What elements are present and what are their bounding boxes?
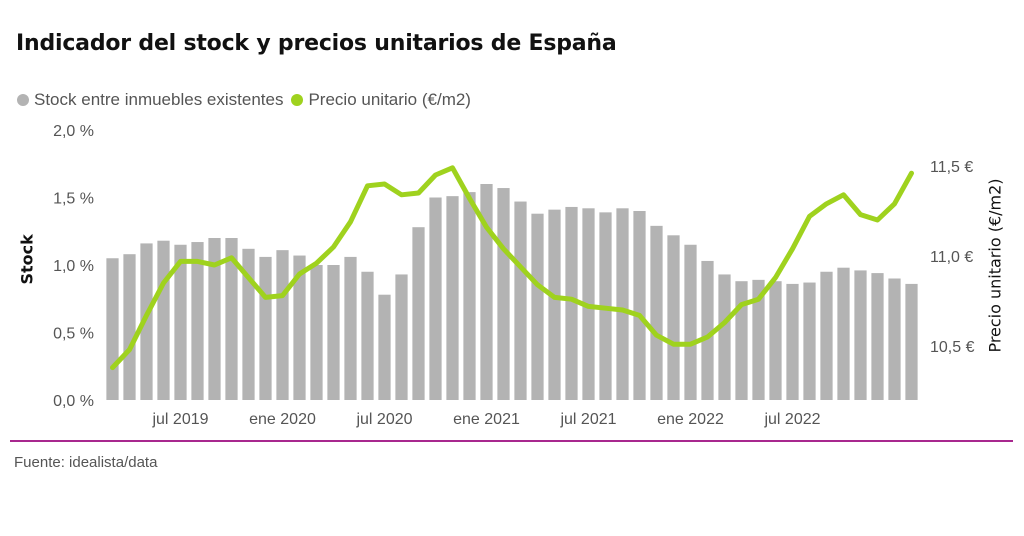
bar [276, 250, 289, 400]
bar [157, 240, 170, 400]
bar [684, 244, 697, 400]
legend-swatch-price [291, 94, 304, 106]
bar [820, 271, 833, 400]
bar [718, 274, 731, 400]
bar [259, 256, 272, 400]
x-tick-label: jul 2020 [355, 411, 412, 428]
bar [361, 271, 374, 400]
bar [888, 278, 901, 400]
bar [378, 294, 391, 400]
bar [480, 184, 493, 400]
bar [514, 201, 527, 400]
x-tick-label: ene 2022 [657, 411, 724, 428]
bar [786, 283, 799, 400]
bar [905, 283, 918, 400]
y-tick-label-right: 11,5 € [930, 159, 973, 176]
source-note: Fuente: idealista/data [14, 454, 158, 471]
bar [191, 242, 204, 400]
y-tick-label-right: 11,0 € [930, 249, 973, 266]
bar [854, 270, 867, 400]
bar [752, 279, 765, 400]
bar [616, 208, 629, 400]
y-tick-label-left: 0,0 % [53, 393, 94, 410]
x-tick-label: jul 2021 [559, 411, 616, 428]
bar [412, 227, 425, 400]
legend-label-price: Precio unitario (€/m2) [308, 90, 471, 109]
bar [633, 211, 646, 400]
bar [293, 255, 306, 400]
bar [106, 258, 119, 400]
y-axis-label-left: Stock [17, 234, 37, 285]
bar [395, 274, 408, 400]
legend: Stock entre inmuebles existentes Precio … [17, 90, 479, 110]
bar [667, 235, 680, 400]
legend-swatch-stock [17, 94, 29, 106]
bar [531, 213, 544, 400]
bar [310, 265, 323, 400]
price-line [110, 165, 914, 371]
legend-label-stock: Stock entre inmuebles existentes [34, 90, 284, 109]
y-tick-label-left: 1,5 % [53, 191, 94, 208]
legend-item-stock[interactable]: Stock entre inmuebles existentes [17, 90, 283, 110]
bar [123, 254, 136, 400]
bar [242, 248, 255, 400]
bar [701, 260, 714, 400]
bar [463, 192, 476, 400]
bar [497, 188, 510, 400]
bar [871, 273, 884, 400]
chart-title: Indicador del stock y precios unitarios … [16, 31, 617, 56]
bar [327, 265, 340, 400]
bar [650, 225, 663, 400]
bar [565, 206, 578, 400]
bar [735, 281, 748, 400]
bar [446, 196, 459, 400]
y-tick-label-left: 2,0 % [53, 123, 94, 140]
legend-item-price[interactable]: Precio unitario (€/m2) [291, 90, 471, 110]
x-tick-label: ene 2021 [453, 411, 520, 428]
bar [429, 197, 442, 400]
bar [548, 209, 561, 400]
footer-divider [10, 440, 1013, 442]
bar [225, 238, 238, 400]
y-tick-label-right: 10,5 € [930, 339, 975, 356]
y-tick-label-left: 1,0 % [53, 258, 94, 275]
bar [344, 256, 357, 400]
y-axis-label-right: Precio unitario (€/m2) [985, 178, 1005, 353]
bar [208, 238, 221, 400]
bar [769, 281, 782, 400]
x-tick-label: ene 2020 [249, 411, 316, 428]
y-tick-label-left: 0,5 % [53, 326, 94, 343]
x-tick-label: jul 2022 [763, 411, 820, 428]
x-tick-label: jul 2019 [151, 411, 208, 428]
bar [803, 282, 816, 400]
bar [140, 243, 153, 400]
bar [837, 267, 850, 400]
bar [174, 244, 187, 400]
